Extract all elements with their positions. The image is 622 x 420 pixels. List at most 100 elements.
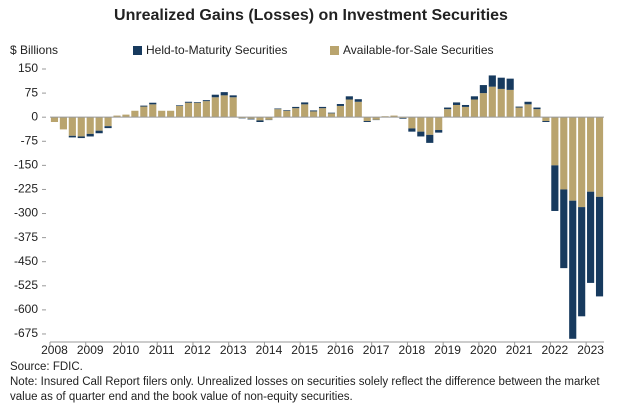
bar-segment [569,117,577,201]
bar-segment [363,117,371,122]
bar-segment [104,126,112,129]
x-tick-label: 2009 [77,343,104,357]
bar-segment [497,88,505,118]
bar-segment [435,130,443,133]
legend-swatch [133,46,142,55]
legend-label: Held-to-Maturity Securities [146,43,287,57]
x-tick-label: 2020 [470,343,497,357]
bar-segment [435,117,443,131]
bar-segment [167,110,175,118]
bar-segment [193,102,202,103]
bar-segment [506,89,514,118]
bar-segment [399,118,407,119]
bar-segment [327,113,336,118]
bar-segment [283,110,291,111]
bar-segment [184,102,193,118]
bar-segment [140,105,148,107]
bar-segment [417,131,425,137]
bar-segment [95,117,103,131]
bar-segment [426,134,434,143]
y-tick-label: -150 [14,158,38,172]
bar-segment [488,75,496,87]
y-tick-label: -375 [14,230,38,244]
y-tick-label: -525 [14,278,38,292]
bar-segment [247,117,255,119]
y-tick-label: 150 [18,61,38,75]
x-tick-label: 2010 [113,343,140,357]
bar-segment [113,115,121,118]
bar-segment [265,117,273,120]
bar-segment [131,110,139,118]
bar-segment [560,117,568,190]
chart: Unrealized Gains (Losses) on Investment … [10,7,604,357]
bar-segment [336,105,344,118]
bar-segment [140,106,148,118]
source: Source: FDIC. [10,361,83,373]
bar-segment [256,117,264,121]
bar-segment [417,117,425,132]
x-tick-label: 2008 [41,343,68,357]
bar-segment [301,102,309,105]
bar-segment [524,104,532,118]
notes: Source: FDIC. Note: Insured Call Report … [10,360,610,405]
legend-swatch [330,46,339,55]
x-tick-label: 2022 [542,343,569,357]
bar-segment [50,117,59,123]
bar-segment [229,97,237,118]
y-tick-label: -450 [14,254,38,268]
bar-segment [86,117,94,134]
bar-segment [354,101,362,118]
x-tick-label: 2018 [399,343,426,357]
legend-label: Available-for-Sale Securities [343,43,494,57]
bar-segment [211,94,219,98]
bar-segment [515,106,523,108]
bar-segment [292,106,300,109]
bar-segment [220,95,228,118]
bar-segment [318,108,327,118]
bar-segment [274,108,282,110]
bar-segment [202,100,210,102]
x-tick-label: 2016 [327,343,354,357]
bar-segment [578,117,586,208]
bar-segment [122,114,130,118]
bar-segment [569,200,577,339]
bar-segment [533,107,541,110]
bar-segment [104,117,112,127]
x-tick-label: 2017 [363,343,390,357]
bar-segment [479,85,487,94]
bar-segment [292,108,300,118]
bar-segment [175,105,184,106]
bar-segment [542,121,550,123]
y-tick-label: 0 [31,109,38,123]
bar-segment [310,110,318,112]
x-tick-label: 2012 [184,343,211,357]
y-tick-label: -225 [14,182,38,196]
bar-segment [470,99,479,118]
bar-segment [310,111,318,118]
bar-segment [354,99,362,102]
bar-segment [488,86,496,118]
bar-segment [59,117,67,130]
bar-segment [247,118,255,120]
bar-segment [461,106,470,118]
bar-segment [77,117,85,137]
bar-segment [497,77,505,89]
y-tick-label: 75 [25,85,39,99]
bar-segment [551,117,559,166]
bar-segment [533,109,541,118]
bar-segment [408,128,416,132]
bar-segment [283,110,291,118]
bar-segment [68,135,76,138]
y-axis-label: $ Billions [10,43,58,57]
bar-segment [86,133,94,137]
y-tick-label: -675 [14,326,38,340]
x-tick-label: 2011 [149,343,175,357]
bar-segment [551,165,559,211]
bar-segment [77,136,85,139]
bar-segment [479,93,487,118]
x-tick-label: 2019 [434,343,461,357]
bar-segment [318,106,327,109]
y-tick-label: -75 [21,133,39,147]
x-tick-label: 2013 [220,343,247,357]
